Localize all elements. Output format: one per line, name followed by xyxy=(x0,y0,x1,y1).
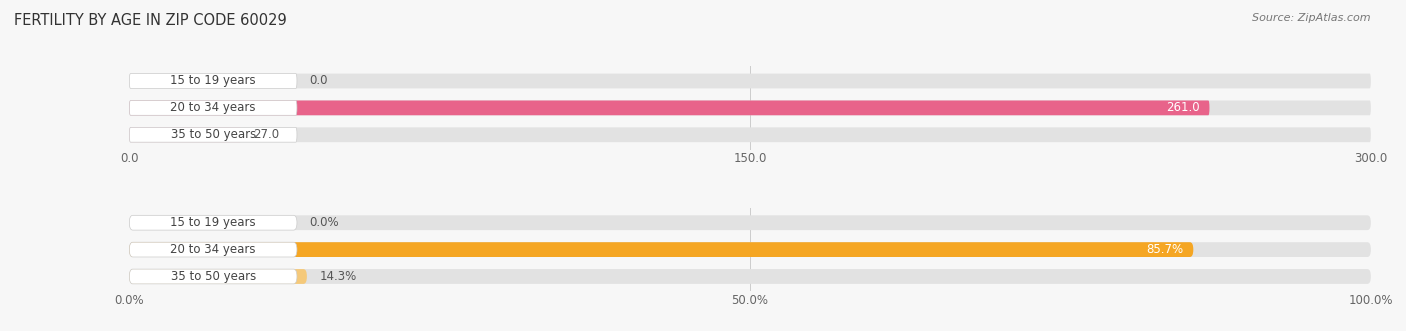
Text: 0.0%: 0.0% xyxy=(309,216,339,229)
Text: FERTILITY BY AGE IN ZIP CODE 60029: FERTILITY BY AGE IN ZIP CODE 60029 xyxy=(14,13,287,28)
FancyBboxPatch shape xyxy=(129,73,1371,88)
Text: 14.3%: 14.3% xyxy=(319,270,357,283)
FancyBboxPatch shape xyxy=(129,101,1371,115)
FancyBboxPatch shape xyxy=(129,269,1371,284)
Text: 0.0: 0.0 xyxy=(309,74,328,87)
FancyBboxPatch shape xyxy=(129,242,1194,257)
Text: 20 to 34 years: 20 to 34 years xyxy=(170,101,256,115)
FancyBboxPatch shape xyxy=(129,269,297,284)
FancyBboxPatch shape xyxy=(129,215,297,230)
FancyBboxPatch shape xyxy=(129,242,1371,257)
Text: 15 to 19 years: 15 to 19 years xyxy=(170,74,256,87)
Text: 20 to 34 years: 20 to 34 years xyxy=(170,243,256,256)
FancyBboxPatch shape xyxy=(129,242,297,257)
Text: 15 to 19 years: 15 to 19 years xyxy=(170,216,256,229)
Text: Source: ZipAtlas.com: Source: ZipAtlas.com xyxy=(1253,13,1371,23)
Text: 27.0: 27.0 xyxy=(253,128,280,141)
FancyBboxPatch shape xyxy=(129,215,1371,230)
Text: 85.7%: 85.7% xyxy=(1146,243,1184,256)
FancyBboxPatch shape xyxy=(129,269,307,284)
FancyBboxPatch shape xyxy=(129,101,1209,115)
Text: 35 to 50 years: 35 to 50 years xyxy=(170,128,256,141)
FancyBboxPatch shape xyxy=(129,73,297,88)
FancyBboxPatch shape xyxy=(129,127,240,142)
Text: 35 to 50 years: 35 to 50 years xyxy=(170,270,256,283)
Text: 261.0: 261.0 xyxy=(1166,101,1199,115)
FancyBboxPatch shape xyxy=(129,127,297,142)
FancyBboxPatch shape xyxy=(129,101,297,115)
FancyBboxPatch shape xyxy=(129,127,1371,142)
